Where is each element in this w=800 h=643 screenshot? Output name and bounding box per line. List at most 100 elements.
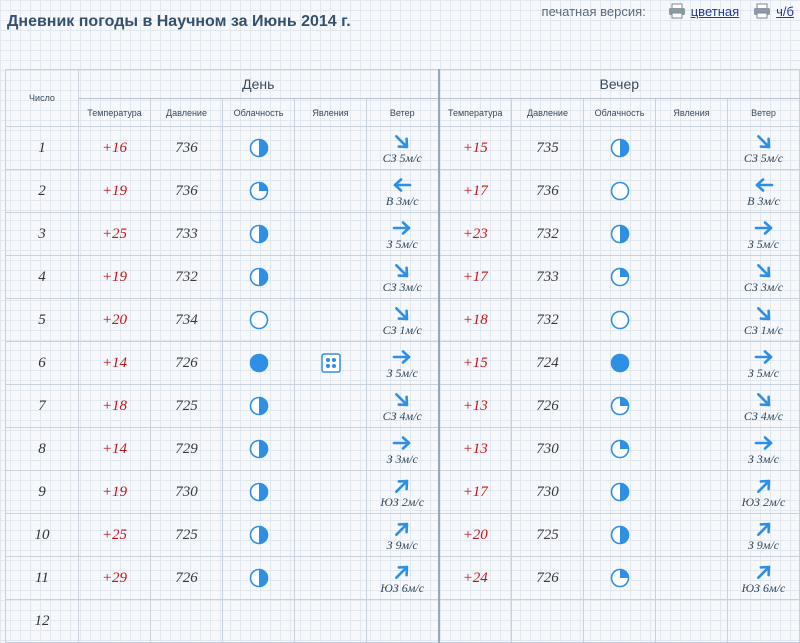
wind-ne-arrow-icon	[395, 479, 409, 493]
cloud-clear-icon	[610, 181, 629, 201]
evening-cloudiness	[583, 470, 656, 514]
day-phenomena-header: Явления	[294, 98, 367, 127]
print-bw-label: ч/б	[776, 3, 794, 19]
evening-cloudiness	[583, 169, 656, 213]
day-wind: СЗ 4м/с	[366, 384, 439, 428]
evening-wind: СЗ 3м/с	[727, 255, 800, 299]
day-wind: З 3м/с	[366, 427, 439, 471]
day-wind: З 9м/с	[366, 513, 439, 557]
day-temperature: +25	[78, 212, 151, 256]
evening-cloudiness	[583, 341, 656, 385]
wind-se-arrow-icon	[756, 263, 770, 277]
day-pressure: 725	[150, 384, 223, 428]
day-phenomena	[294, 341, 367, 385]
evening-wind-text: ЮЗ 2м/с	[741, 494, 786, 509]
evening-phenomena	[655, 255, 728, 299]
wind-e-arrow-icon	[392, 349, 411, 364]
day-row: 4 +19 732 СЗ 3м/с +17 733 СЗ 3м/с	[5, 255, 800, 299]
wind-se-arrow-icon	[395, 306, 409, 320]
day-wind: З 5м/с	[366, 341, 439, 385]
day-phenomena	[294, 298, 367, 342]
evening-phenomena	[655, 599, 728, 643]
evening-temperature: +18	[437, 298, 512, 342]
wind-se-arrow-icon	[756, 306, 770, 320]
evening-wind: СЗ 1м/с	[727, 298, 800, 342]
evening-temperature: +24	[437, 556, 512, 600]
print-color-link[interactable]: цветная	[668, 3, 739, 19]
evening-pressure: 725	[511, 513, 584, 557]
print-bw-link[interactable]: ч/б	[753, 3, 794, 19]
day-pressure: 734	[150, 298, 223, 342]
printer-bw-icon	[754, 3, 771, 19]
day-wind-text: З 9м/с	[386, 537, 418, 552]
evening-phenomena	[655, 169, 728, 213]
wind-se-arrow-icon	[395, 392, 409, 406]
wind-se-arrow-icon	[395, 134, 409, 148]
evening-wind: З 3м/с	[727, 427, 800, 471]
evening-temperature: +13	[437, 427, 512, 471]
evening-cloudiness	[583, 599, 656, 643]
evening-phenomena	[655, 556, 728, 600]
day-cloudiness	[222, 556, 295, 600]
day-pressure: 733	[150, 212, 223, 256]
cloud-quarter-icon	[610, 267, 629, 287]
evening-phenomena-header: Явления	[655, 98, 728, 127]
evening-group-header: Вечер	[437, 69, 800, 99]
day-group-header: День	[78, 69, 439, 99]
evening-wind-text: СЗ 1м/с	[743, 322, 784, 337]
day-cloudiness	[222, 341, 295, 385]
day-pressure: 730	[150, 470, 223, 514]
cloud-quarter-icon	[610, 439, 629, 459]
day-row: 9 +19 730 ЮЗ 2м/с +17 730 ЮЗ 2м/с	[5, 470, 800, 514]
evening-pressure: 732	[511, 212, 584, 256]
day-temperature: +19	[78, 169, 151, 213]
wind-ne-arrow-icon	[756, 565, 770, 579]
wind-e-arrow-icon	[754, 349, 772, 364]
day-wind: В 3м/с	[366, 169, 439, 213]
day-cloudiness	[222, 427, 295, 471]
day-temperature: +16	[78, 126, 151, 170]
evening-temperature: +15	[437, 341, 512, 385]
day-temperature: +29	[78, 556, 151, 600]
day-cloudiness	[222, 384, 295, 428]
day-temperature	[78, 599, 151, 643]
day-wind-text: В 3м/с	[385, 193, 419, 208]
wind-se-arrow-icon	[756, 392, 770, 406]
evening-wind: В 3м/с	[727, 169, 800, 213]
cloud-half-icon	[610, 525, 629, 545]
wind-w-arrow-icon	[755, 177, 773, 192]
cloud-clear-icon	[610, 310, 629, 330]
evening-pressure: 730	[511, 427, 584, 471]
day-temperature: +20	[78, 298, 151, 342]
wind-se-arrow-icon	[756, 134, 770, 148]
evening-pressure	[511, 599, 584, 643]
wind-ne-arrow-icon	[395, 565, 409, 579]
evening-wind: СЗ 5м/с	[727, 126, 800, 170]
evening-temperature: +13	[437, 384, 512, 428]
day-pressure: 736	[150, 126, 223, 170]
day-cloudiness	[222, 599, 295, 643]
cloud-half-icon	[249, 482, 268, 502]
wind-e-arrow-icon	[754, 220, 772, 235]
evening-temperature: +17	[437, 169, 512, 213]
day-pressure: 729	[150, 427, 223, 471]
day-number: 5	[5, 298, 79, 342]
evening-cloudiness	[583, 255, 656, 299]
day-phenomena	[294, 513, 367, 557]
cloud-full-icon	[249, 353, 268, 373]
day-wind: ЮЗ 2м/с	[366, 470, 439, 514]
day-number: 9	[5, 470, 79, 514]
evening-temperature	[437, 599, 512, 643]
day-wind-text: ЮЗ 2м/с	[380, 494, 425, 509]
day-cloudiness	[222, 169, 295, 213]
cloud-half-icon	[249, 439, 268, 459]
day-wind: ЮЗ 6м/с	[366, 556, 439, 600]
cloud-quarter-icon	[249, 181, 268, 201]
day-wind-text: З 5м/с	[386, 236, 418, 251]
print-version-label: печатная версия:	[541, 3, 646, 19]
day-phenomena	[294, 470, 367, 514]
evening-wind: З 9м/с	[727, 513, 800, 557]
evening-wind-text: В 3м/с	[747, 193, 780, 208]
day-wind-text: СЗ 4м/с	[382, 408, 422, 423]
day-temp-header: Температура	[78, 98, 151, 127]
